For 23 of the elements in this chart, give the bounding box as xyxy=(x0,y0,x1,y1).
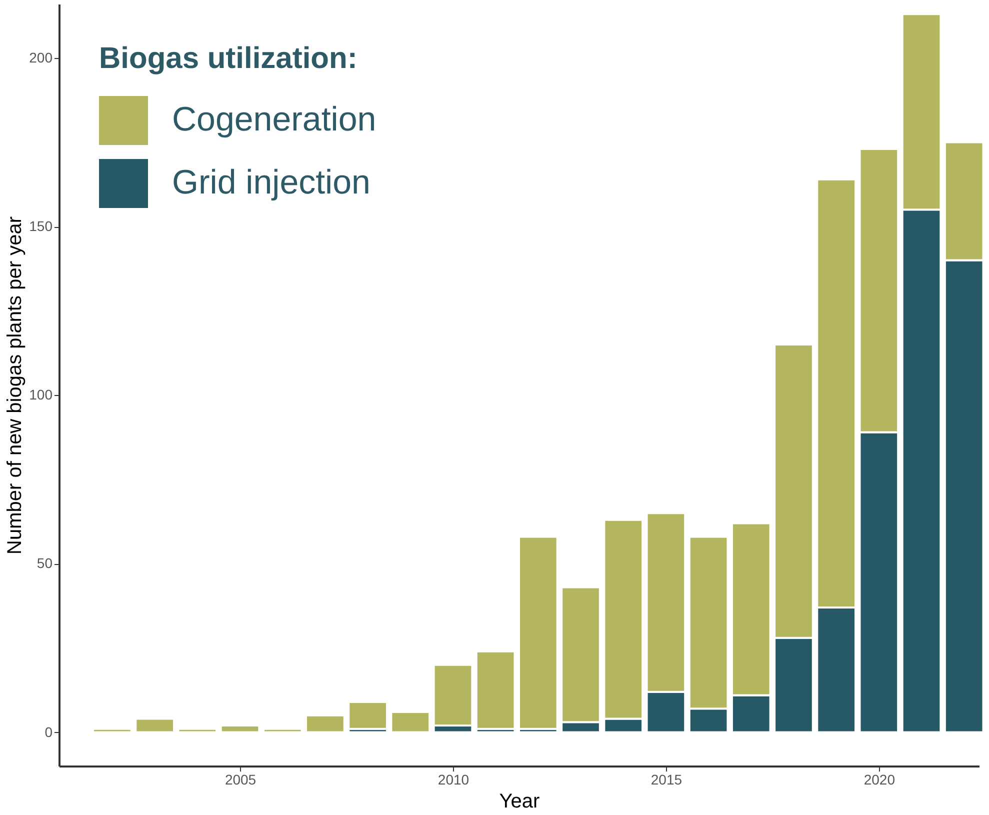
bar xyxy=(390,711,431,734)
y-tick-label: 200 xyxy=(29,49,53,66)
legend-label: Cogeneration xyxy=(172,100,376,138)
x-tick-label: 2005 xyxy=(224,772,256,788)
legend-label: Grid injection xyxy=(172,164,370,202)
x-tick-label: 2020 xyxy=(864,772,896,788)
bar xyxy=(134,718,175,734)
x-axis-title: Year xyxy=(499,790,540,812)
bar xyxy=(220,724,260,734)
bar xyxy=(262,728,303,734)
y-tick-label: 100 xyxy=(29,386,53,403)
y-tick-label: 150 xyxy=(29,218,53,234)
bar xyxy=(518,536,558,730)
x-tick-label: 2015 xyxy=(650,772,682,788)
y-tick-label: 50 xyxy=(36,555,53,572)
bar xyxy=(92,728,132,734)
y-tick-label: 0 xyxy=(44,724,53,740)
bar xyxy=(475,650,516,730)
legend-title: Biogas utilization: xyxy=(99,42,358,75)
y-axis-title: Number of new biogas plants per year xyxy=(4,216,26,554)
bar xyxy=(177,728,218,734)
x-tick-label: 2010 xyxy=(438,772,470,788)
bar xyxy=(305,714,346,734)
